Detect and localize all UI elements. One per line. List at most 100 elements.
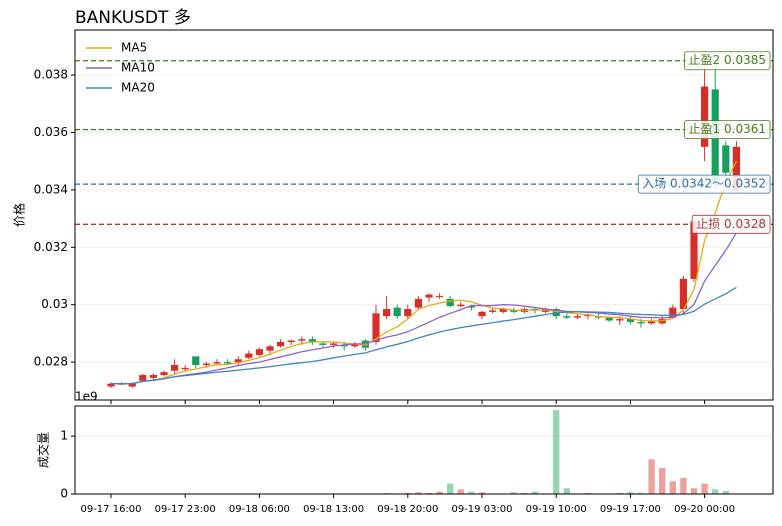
y-tick-label: 0.028 [34, 355, 68, 369]
x-tick-label: 09-18 20:00 [377, 504, 438, 515]
level-label-text: 止盈2 0.0385 [689, 53, 766, 67]
volume-bar [404, 492, 411, 494]
x-tick-label: 09-17 23:00 [155, 504, 216, 515]
candle-body [584, 314, 592, 317]
volume-bar [648, 459, 655, 494]
candle-body [616, 319, 624, 321]
volume-bar [680, 477, 687, 494]
candle-body [128, 383, 136, 387]
candle-body [679, 278, 687, 310]
x-tick-label: 09-17 16:00 [80, 504, 141, 515]
volume-bar [584, 492, 592, 494]
level-label: 止盈2 0.0385 [684, 51, 771, 71]
volume-bar [563, 488, 570, 494]
candle-body [224, 362, 232, 364]
volume-bar [701, 483, 708, 494]
candle-body [107, 383, 115, 387]
volume-axis-label: 成交量 [36, 432, 51, 468]
candle-body [701, 86, 709, 147]
chart-title: BANKUSDT 多 [75, 8, 191, 28]
candle-body [732, 146, 740, 190]
candle-body [573, 316, 581, 318]
volume-bar [553, 410, 560, 494]
ma-line [111, 232, 737, 385]
candle-body [149, 375, 157, 378]
candle-body [467, 306, 475, 308]
candle-body [489, 310, 497, 312]
y-tick-label: 0.034 [34, 182, 68, 196]
candle-body [414, 298, 422, 308]
candle-body [478, 311, 486, 317]
candle-body [669, 307, 677, 318]
candle-body [648, 320, 656, 324]
candle-body [308, 339, 316, 343]
legend-label: MA10 [121, 61, 155, 75]
plot-frame [74, 29, 774, 401]
label-box [691, 214, 771, 234]
candle-body [298, 339, 306, 341]
candle-body [266, 346, 274, 351]
volume-bar [712, 489, 719, 494]
candle-body [192, 356, 200, 365]
y-tick-label: 0.032 [34, 240, 68, 254]
y-axis-label: 价格 [12, 203, 27, 227]
level-label-text: 入场 0.0342～0.0352 [642, 177, 766, 191]
y-tick-label: 0.03 [41, 297, 68, 311]
candle-body [160, 372, 168, 376]
y-tick-label: 0.036 [34, 125, 68, 139]
candle-body [171, 364, 179, 371]
candle-body [690, 221, 698, 279]
y-tick-label: 0 [60, 487, 68, 501]
legend-label: MA5 [121, 41, 147, 55]
candle-body [340, 344, 348, 347]
candle-body [563, 316, 571, 318]
volume-bar [616, 492, 623, 494]
candle-body [287, 340, 295, 343]
candle-body [425, 294, 433, 298]
legend-label: MA20 [121, 81, 155, 95]
candle-body [404, 309, 412, 317]
offset-label: 1e9 [75, 390, 98, 404]
x-tick-label: 09-20 00:00 [674, 504, 735, 515]
volume-bar [425, 492, 433, 494]
candle-body [637, 321, 645, 324]
candle-body [393, 307, 401, 317]
volume-bar [669, 481, 676, 494]
label-box [684, 51, 771, 71]
y-tick-label: 0.038 [34, 68, 68, 82]
candle-body [446, 298, 454, 307]
candle-body [202, 363, 210, 365]
level-label: 止盈1 0.0361 [684, 120, 771, 140]
level-label: 入场 0.0342～0.0352 [637, 174, 771, 194]
volume-bar [637, 492, 645, 494]
volume-bar [722, 491, 729, 494]
volume-bar [521, 492, 528, 494]
candle-body [319, 343, 327, 345]
volume-bar [510, 492, 517, 494]
candle-body [626, 319, 634, 322]
volume-bar [436, 491, 443, 494]
candle-body [330, 343, 338, 345]
volume-bar [690, 488, 698, 494]
candle-body [139, 375, 147, 381]
label-box [637, 174, 771, 194]
ma-line [111, 286, 737, 385]
volume-bar [627, 492, 634, 494]
candle-body [605, 317, 613, 321]
candle-body [383, 309, 391, 317]
candle-body [457, 304, 465, 307]
y-tick-label: 1 [60, 429, 68, 443]
volume-bar [457, 489, 464, 494]
candle-body [722, 145, 730, 173]
x-tick-label: 09-18 06:00 [229, 504, 290, 515]
volume-bar [531, 491, 539, 494]
label-box [684, 120, 771, 140]
volume-bar [447, 483, 454, 494]
candle-body [499, 309, 507, 312]
ma-line [111, 160, 737, 385]
candle-body [234, 359, 242, 363]
candle-body [436, 296, 444, 298]
candle-body [181, 367, 189, 370]
